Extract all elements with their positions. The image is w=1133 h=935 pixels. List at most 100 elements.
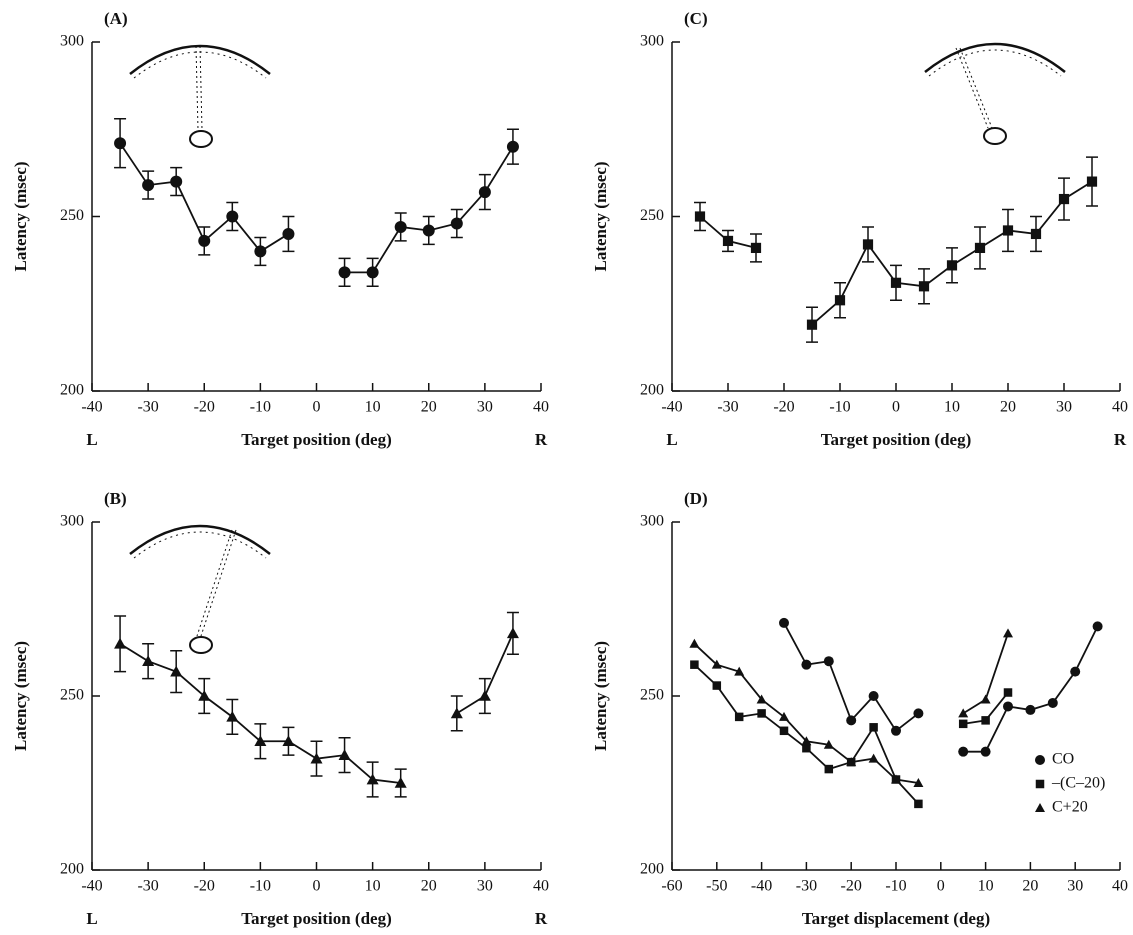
marker xyxy=(226,210,239,223)
marker xyxy=(750,242,762,254)
marker xyxy=(891,725,901,736)
y-tick-label: 200 xyxy=(60,382,84,399)
marker xyxy=(834,295,846,306)
series-line xyxy=(699,180,1093,326)
marker xyxy=(690,660,699,669)
y-tick-label: 300 xyxy=(60,33,84,50)
y-tick-label: 250 xyxy=(60,687,84,704)
marker xyxy=(734,666,745,676)
marker xyxy=(450,217,463,230)
legend-label: C+20 xyxy=(1052,799,1088,816)
x-tick-label: -40 xyxy=(81,878,102,895)
marker xyxy=(114,637,127,649)
marker xyxy=(198,234,211,247)
marker xyxy=(366,266,379,279)
marker xyxy=(1003,701,1013,712)
panel-label: (B) xyxy=(104,489,127,508)
x-tick-label: -10 xyxy=(885,878,906,895)
marker xyxy=(254,245,267,258)
eye-diagram xyxy=(924,42,1066,145)
x-axis-label: Target displacement (deg) xyxy=(802,909,990,928)
marker xyxy=(1003,628,1013,638)
marker xyxy=(824,764,834,774)
series-line xyxy=(783,622,1099,753)
marker xyxy=(913,778,924,787)
marker xyxy=(1025,704,1036,715)
marker xyxy=(868,753,879,763)
marker xyxy=(1058,193,1070,205)
marker xyxy=(1092,621,1103,632)
x-tick-label: 0 xyxy=(313,878,321,895)
x-tick-label: 20 xyxy=(1022,878,1038,895)
x-tick-label: 20 xyxy=(421,878,437,895)
marker xyxy=(338,749,351,760)
marker xyxy=(891,774,901,784)
marker xyxy=(1002,225,1014,236)
marker xyxy=(981,716,990,725)
x-tick-label: 40 xyxy=(533,399,549,416)
marker xyxy=(801,659,812,670)
marker xyxy=(946,260,958,271)
marker xyxy=(1070,666,1081,677)
x-tick-label: 30 xyxy=(1067,878,1083,895)
marker xyxy=(450,707,463,719)
marker xyxy=(806,319,818,330)
marker xyxy=(722,235,734,247)
marker xyxy=(980,746,991,757)
marker xyxy=(226,710,239,722)
marker xyxy=(779,617,789,628)
x-tick-label: -20 xyxy=(194,878,215,895)
marker xyxy=(868,691,879,701)
panel-label: (D) xyxy=(684,489,708,508)
left-label: L xyxy=(86,430,97,449)
x-tick-label: -10 xyxy=(250,878,271,895)
marker xyxy=(779,711,789,721)
marker xyxy=(170,665,183,677)
marker xyxy=(310,752,323,764)
marker xyxy=(869,723,878,732)
x-tick-label: -20 xyxy=(194,399,215,416)
x-tick-label: -30 xyxy=(137,878,158,895)
x-tick-label: 10 xyxy=(365,878,381,895)
marker xyxy=(142,179,155,192)
y-axis-label: Latency (msec) xyxy=(591,162,610,272)
x-tick-label: -40 xyxy=(661,399,682,416)
marker xyxy=(756,694,767,704)
marker xyxy=(757,709,766,718)
legend-label: –(C–20) xyxy=(1051,775,1105,792)
x-axis-label: Target position (deg) xyxy=(241,909,392,928)
marker xyxy=(394,777,407,788)
marker xyxy=(114,137,127,150)
x-axis-label: Target position (deg) xyxy=(241,430,392,449)
left-label: L xyxy=(86,909,97,928)
x-tick-label: -10 xyxy=(829,399,850,416)
x-tick-label: 20 xyxy=(421,399,437,416)
marker xyxy=(694,211,706,222)
x-tick-label: 40 xyxy=(533,878,549,895)
left-label: L xyxy=(666,430,677,449)
marker xyxy=(478,690,491,701)
marker xyxy=(282,735,295,747)
marker xyxy=(422,224,435,237)
x-tick-label: 30 xyxy=(477,878,493,895)
y-tick-label: 300 xyxy=(640,513,664,530)
x-tick-label: 10 xyxy=(978,878,994,895)
y-tick-label: 200 xyxy=(640,861,664,878)
marker xyxy=(974,242,986,254)
x-tick-label: -20 xyxy=(773,399,794,416)
series-line xyxy=(119,142,514,274)
x-tick-label: 30 xyxy=(1056,399,1072,416)
marker xyxy=(1086,176,1098,187)
marker xyxy=(689,638,700,648)
y-tick-label: 200 xyxy=(60,861,84,878)
marker xyxy=(198,690,211,701)
marker xyxy=(958,708,969,718)
x-tick-label: 20 xyxy=(1000,399,1016,416)
marker xyxy=(913,708,924,719)
marker xyxy=(846,715,857,726)
marker xyxy=(980,694,991,704)
marker xyxy=(958,746,969,757)
marker xyxy=(170,175,183,188)
marker xyxy=(394,220,407,233)
